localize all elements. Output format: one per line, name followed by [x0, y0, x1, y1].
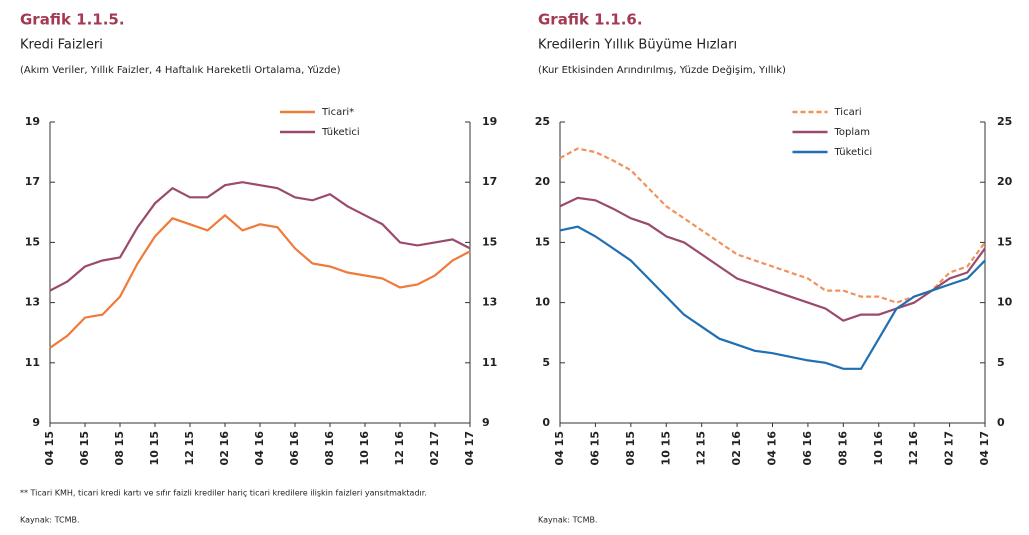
y2-tick-label: 9 — [482, 416, 490, 429]
line-series — [49, 213, 471, 349]
x-tick-label: 08 16 — [323, 431, 336, 466]
x-tick-label: 12 16 — [393, 431, 406, 466]
y-tick-label: 15 — [25, 235, 40, 248]
x-tick-label: 10 16 — [872, 431, 885, 466]
x-tick-label: 02 16 — [730, 431, 743, 466]
x-tick-label: 04 15 — [553, 431, 566, 465]
y2-tick-label: 10 — [997, 296, 1013, 309]
legend-label: Ticari — [834, 107, 862, 118]
chart-subtitle: Kredilerin Yıllık Büyüme Hızları — [538, 38, 737, 53]
line-series — [49, 181, 471, 292]
y-tick-label: 9 — [32, 416, 40, 429]
chart-note: (Akım Veriler, Yıllık Faizler, 4 Haftalı… — [20, 65, 341, 76]
x-tick-label: 10 15 — [148, 431, 161, 465]
x-tick-label: 10 15 — [659, 431, 672, 465]
y2-tick-label: 13 — [482, 296, 497, 309]
x-tick-label: 02 16 — [218, 431, 231, 466]
y-tick-label: 10 — [535, 296, 551, 309]
line-series — [559, 147, 986, 304]
footnote: ** Ticari KMH, ticari kredi kartı ve sıf… — [20, 489, 427, 498]
y-tick-label: 11 — [25, 356, 40, 369]
y2-tick-label: 11 — [482, 356, 497, 369]
x-tick-label: 08 15 — [113, 431, 126, 465]
chart-note: (Kur Etkisinden Arındırılmış, Yüzde Deği… — [538, 64, 786, 76]
x-tick-label: 10 16 — [358, 431, 371, 466]
x-tick-label: 08 16 — [836, 431, 849, 466]
x-tick-label: 06 15 — [78, 431, 91, 465]
x-tick-label: 08 15 — [624, 431, 637, 465]
x-tick-label: 12 15 — [695, 431, 708, 465]
chart-title: Grafik 1.1.6. — [538, 11, 643, 29]
x-tick-label: 04 17 — [463, 431, 476, 465]
x-tick-label: 04 16 — [253, 431, 266, 466]
source: Kaynak: TCMB. — [538, 516, 598, 525]
source: Kaynak: TCMB. — [20, 516, 80, 525]
y-tick-label: 15 — [535, 235, 550, 248]
y2-tick-label: 15 — [482, 235, 497, 248]
y2-tick-label: 20 — [997, 175, 1013, 188]
x-tick-label: 06 16 — [801, 431, 814, 466]
line-series — [559, 225, 986, 370]
chart-title: Grafik 1.1.5. — [20, 11, 125, 29]
x-tick-label: 12 15 — [183, 431, 196, 465]
x-tick-label: 12 16 — [907, 431, 920, 466]
x-tick-label: 06 15 — [588, 431, 601, 465]
y-tick-label: 17 — [25, 175, 40, 188]
y2-tick-label: 0 — [997, 416, 1005, 429]
x-tick-label: 04 17 — [978, 431, 991, 465]
line-series — [559, 196, 986, 322]
y2-tick-label: 5 — [997, 356, 1005, 369]
chart-subtitle: Kredi Faizleri — [20, 38, 103, 53]
y2-tick-label: 17 — [482, 175, 497, 188]
x-tick-label: 04 15 — [43, 431, 56, 465]
legend-label: Tüketici — [834, 147, 873, 158]
y-tick-label: 0 — [542, 416, 550, 429]
y2-tick-label: 19 — [482, 115, 497, 128]
x-tick-label: 06 16 — [288, 431, 301, 466]
y-tick-label: 25 — [535, 115, 550, 128]
x-tick-label: 04 16 — [766, 431, 779, 466]
y-tick-label: 13 — [25, 296, 40, 309]
x-tick-label: 02 17 — [943, 431, 956, 465]
y2-tick-label: 15 — [997, 235, 1012, 248]
y-tick-label: 5 — [542, 356, 550, 369]
y-tick-label: 19 — [25, 115, 40, 128]
x-tick-label: 02 17 — [428, 431, 441, 465]
y2-tick-label: 25 — [997, 115, 1012, 128]
y-tick-label: 20 — [535, 175, 551, 188]
legend-label: Tüketici — [321, 127, 360, 138]
legend-label: Toplam — [834, 127, 871, 138]
legend-label: Ticari* — [321, 107, 354, 118]
